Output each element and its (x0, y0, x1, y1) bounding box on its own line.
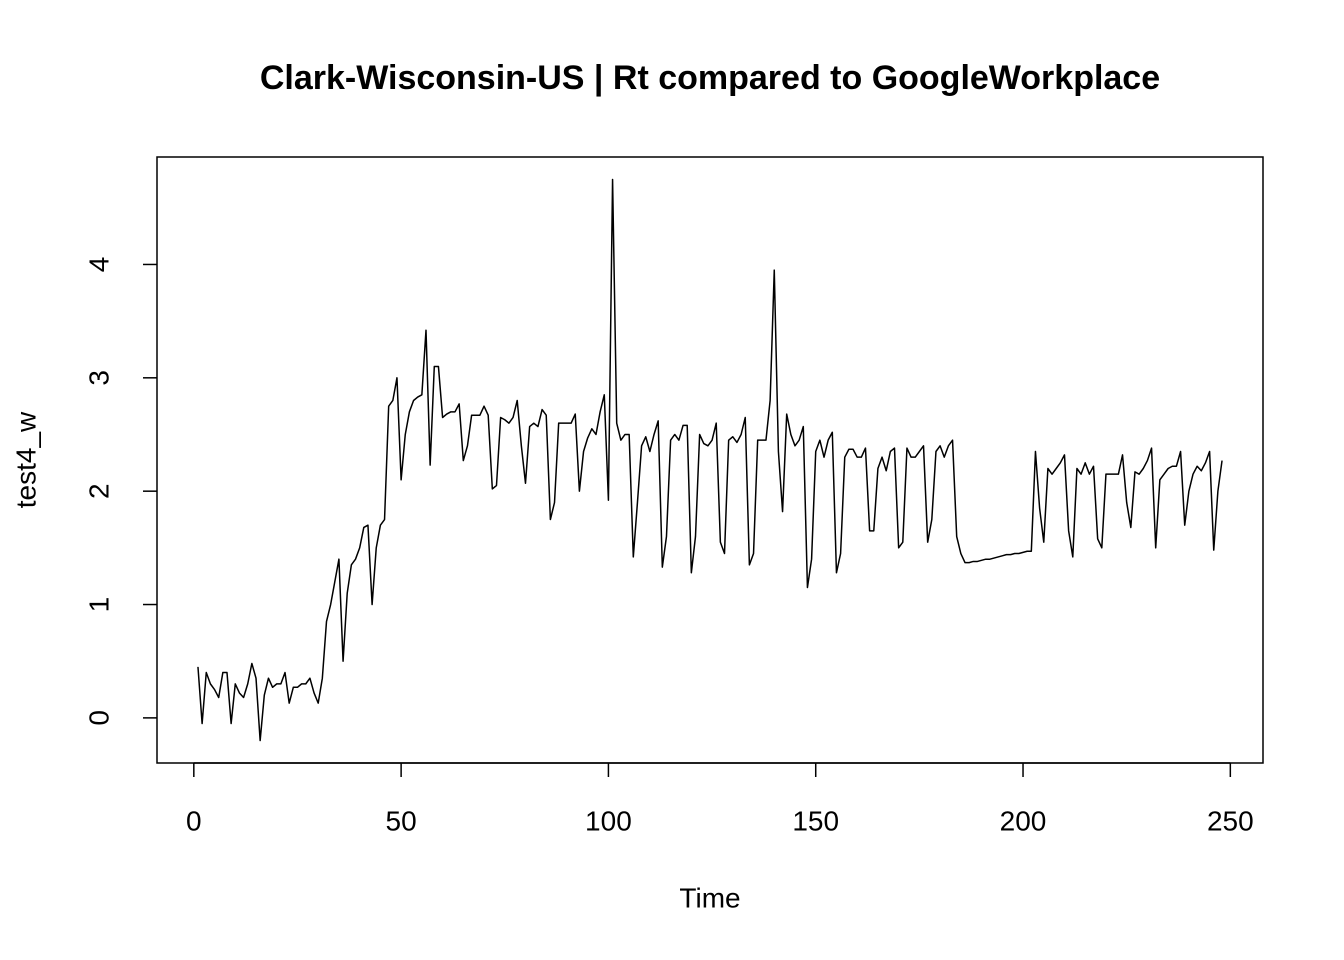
x-tick-label: 200 (1000, 805, 1047, 836)
x-tick-label: 50 (386, 805, 417, 836)
x-tick-label: 0 (186, 805, 202, 836)
y-tick-label: 4 (83, 257, 114, 273)
y-tick-label: 1 (83, 597, 114, 613)
y-tick-label: 3 (83, 370, 114, 386)
y-axis-label: test4_w (10, 411, 41, 508)
y-tick-label: 2 (83, 483, 114, 499)
x-axis-label: Time (679, 882, 740, 913)
y-tick-label: 0 (83, 710, 114, 726)
x-tick-label: 100 (585, 805, 632, 836)
data-line (197, 178, 1223, 742)
x-tick-label: 250 (1207, 805, 1254, 836)
chart-title: Clark-Wisconsin-US | Rt compared to Goog… (260, 59, 1160, 97)
x-tick-label: 150 (792, 805, 839, 836)
